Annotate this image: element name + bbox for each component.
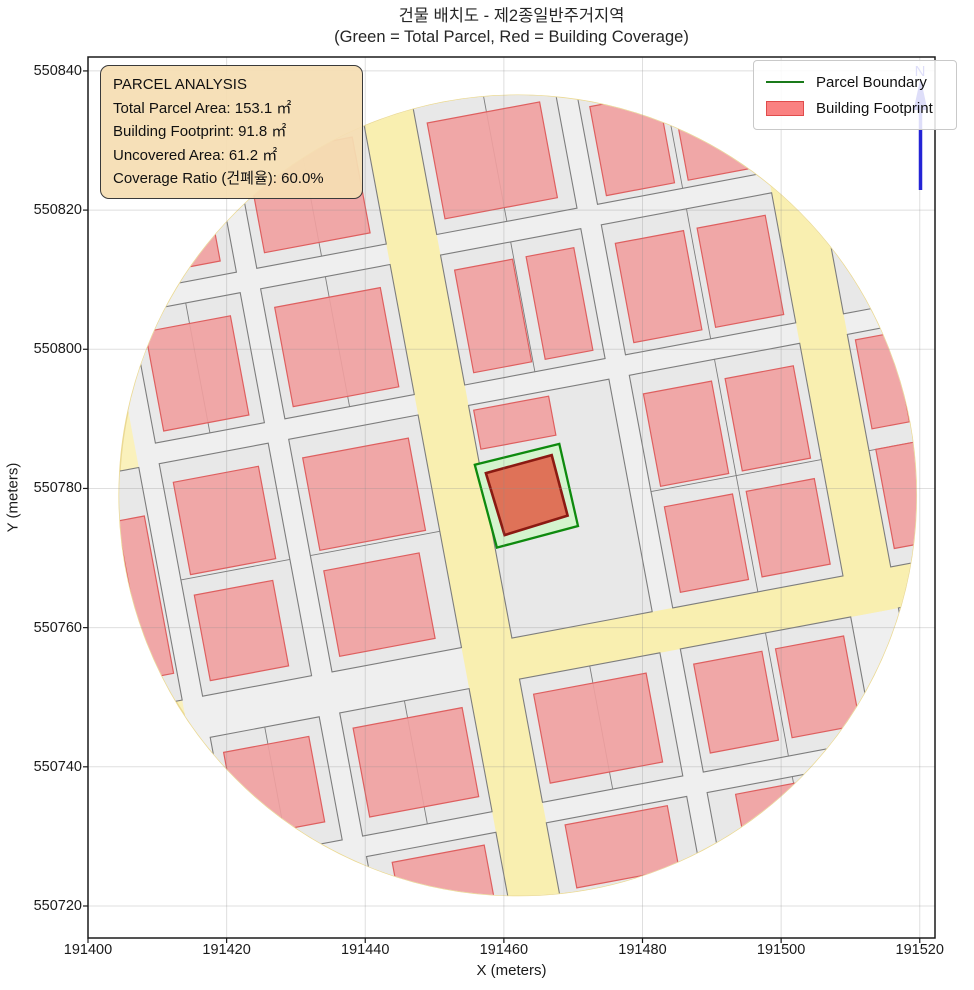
building-polygon <box>589 95 676 197</box>
lot-line <box>310 530 440 557</box>
parcel-boundary-line-swatch <box>766 81 804 83</box>
building-polygon <box>302 437 427 552</box>
legend-item-parcel-boundary: Parcel Boundary <box>766 69 946 95</box>
building-polygon <box>453 258 533 374</box>
legend-box: Parcel Boundary Building Footprint <box>753 60 957 130</box>
building-polygon <box>525 246 594 361</box>
building-polygon <box>193 579 290 682</box>
lot-line <box>180 559 291 581</box>
plot-subtitle: (Green = Total Parcel, Red = Building Co… <box>334 28 689 46</box>
building-polygon <box>693 650 780 754</box>
building-polygon <box>473 395 557 450</box>
building-polygon <box>426 101 559 220</box>
plot-title-block: 건물 배치도 - 제2종일반주거지역 (Green = Total Parcel… <box>88 6 935 48</box>
x-tick-label: 191480 <box>618 942 667 958</box>
axes-spines <box>87 56 936 939</box>
y-tick-label: 550740 <box>33 758 82 775</box>
y-tick-label: 550800 <box>33 341 82 358</box>
building-polygon <box>696 214 785 329</box>
parcel-analysis-lines: Total Parcel Area: 153.1 ㎡ Building Footp… <box>113 97 350 191</box>
x-tick-label: 191520 <box>895 942 944 958</box>
legend-label-building-footprint: Building Footprint <box>816 99 933 117</box>
building-polygon <box>745 477 831 578</box>
lot-line <box>686 208 712 339</box>
building-polygon <box>352 706 480 818</box>
lot-line <box>650 459 822 493</box>
legend-label-parcel-boundary: Parcel Boundary <box>816 73 927 91</box>
x-axis-label: X (meters) <box>476 962 547 979</box>
x-tick-label: 191400 <box>63 942 113 958</box>
x-tick-label: 191420 <box>202 942 251 958</box>
building-polygon <box>172 465 277 576</box>
parcel-analysis-line: Uncovered Area: 61.2 ㎡ <box>113 146 278 164</box>
y-tick-label: 550820 <box>33 202 82 219</box>
building-polygon <box>323 552 436 658</box>
x-tick-label: 191440 <box>341 942 390 958</box>
building-polygon <box>724 365 812 472</box>
plot-title: 건물 배치도 - 제2종일반주거지역 <box>398 7 625 25</box>
y-tick-label: 550720 <box>33 897 82 914</box>
lot-line <box>510 241 536 372</box>
building-polygon <box>642 380 730 488</box>
road-polygon <box>475 555 917 687</box>
building-footprint-patch-swatch <box>766 100 804 116</box>
building-polygon <box>274 286 400 408</box>
parcel-analysis-line: Total Parcel Area: 153.1 ㎡ <box>113 99 292 117</box>
parcel-analysis-line: Coverage Ratio (건폐율): 60.0% <box>113 170 324 187</box>
x-tick-label: 191500 <box>756 942 806 958</box>
building-polygon <box>774 635 861 739</box>
parcel-analysis-line: Building Footprint: 91.8 ㎡ <box>113 123 287 140</box>
building-polygon <box>144 315 250 432</box>
x-tick-label: 191460 <box>479 942 529 958</box>
target-building-footprint <box>484 453 570 537</box>
building-polygon <box>663 493 750 594</box>
legend-item-building-footprint: Building Footprint <box>766 95 946 121</box>
parcel-analysis-box: PARCEL ANALYSIS Total Parcel Area: 153.1… <box>100 65 363 199</box>
parcel-analysis-title: PARCEL ANALYSIS <box>113 76 247 93</box>
y-axis-label: Y (meters) <box>4 462 22 533</box>
building-polygon <box>614 229 703 344</box>
y-tick-label: 550760 <box>33 619 82 636</box>
y-tick-label: 550840 <box>33 62 82 79</box>
lot-line <box>765 632 789 757</box>
road-polygon <box>354 95 568 896</box>
y-tick-label: 550780 <box>33 480 82 497</box>
building-polygon <box>532 672 664 784</box>
